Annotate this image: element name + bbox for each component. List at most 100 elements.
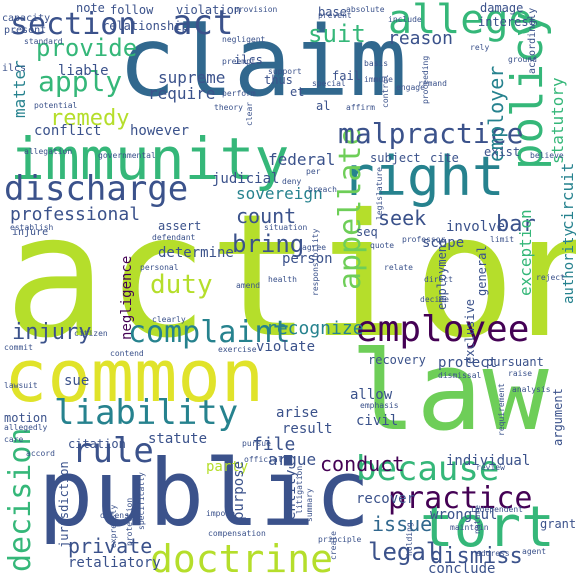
cloud-word: situation: [264, 223, 308, 232]
cloud-word: affirm: [346, 103, 375, 112]
cloud-word: employee: [356, 309, 530, 350]
cloud-word: accord: [26, 449, 55, 458]
cloud-word: suit: [308, 20, 366, 48]
cloud-word: argue: [268, 450, 317, 469]
cloud-word: professor: [402, 235, 446, 244]
cloud-word: citizen: [74, 329, 108, 338]
cloud-word: impose: [206, 509, 235, 518]
cloud-word: interest: [478, 15, 536, 29]
cloud-word: reject: [536, 273, 565, 282]
cloud-word: public: [38, 440, 371, 547]
cloud-word: conclude: [428, 561, 496, 576]
cloud-word: holding: [405, 522, 414, 556]
cloud-word: subject: [370, 151, 421, 165]
cloud-word: agree: [302, 243, 327, 252]
cloud-word: review: [476, 463, 505, 472]
cloud-word: act: [172, 3, 234, 43]
cloud-word: absolute: [346, 5, 385, 14]
cloud-word: lawsuit: [4, 381, 38, 390]
cloud-word: principle: [318, 535, 362, 544]
cloud-word: law: [350, 327, 549, 455]
cloud-word: right: [342, 145, 505, 208]
cloud-word: discharge: [4, 169, 189, 209]
cloud-word: personal: [140, 263, 179, 272]
cloud-word: specifically: [137, 472, 146, 530]
cloud-word: independent: [470, 505, 523, 514]
cloud-word: damage: [480, 1, 524, 15]
cloud-word: negligence: [119, 255, 135, 340]
cloud-word: practice: [388, 481, 533, 516]
cloud-word: present: [4, 25, 47, 36]
cloud-word: injury: [12, 320, 92, 345]
cloud-word: compensation: [208, 529, 266, 538]
cloud-word: rely: [470, 43, 490, 52]
cloud-word: allegedly: [4, 423, 48, 432]
cloud-word: pursuant: [486, 355, 544, 369]
cloud-word: circuit: [558, 162, 576, 230]
cloud-word: remedy: [50, 106, 130, 131]
cloud-word: dismissal: [438, 371, 482, 380]
cloud-word: common: [4, 334, 265, 418]
cloud-word: special: [312, 79, 346, 88]
cloud-word: deny: [282, 177, 302, 186]
cloud-word: allege: [388, 0, 533, 43]
cloud-word: result: [282, 421, 333, 437]
cloud-word: bar: [496, 212, 536, 237]
cloud-word: prevent: [318, 11, 352, 20]
cloud-word: rule: [72, 431, 154, 471]
cloud-word: commit: [4, 343, 33, 352]
cloud-word: recover: [356, 491, 416, 507]
cloud-word: include: [388, 15, 422, 24]
cloud-word: potential: [34, 101, 78, 110]
cloud-word: duty: [150, 270, 213, 300]
cloud-word: believe: [530, 151, 564, 160]
cloud-word: standard: [24, 37, 63, 46]
cloud-word: care: [4, 435, 24, 444]
cloud-word: doctrine: [150, 537, 334, 576]
cloud-word: clear: [245, 101, 254, 126]
cloud-word: relate: [384, 263, 413, 272]
cloud-word: apply: [38, 65, 123, 98]
cloud-word: civil: [356, 413, 399, 429]
cloud-word: provide: [36, 34, 138, 62]
cloud-word: supreme: [158, 68, 226, 87]
cloud-word: defense: [100, 511, 134, 520]
cloud-word: section: [10, 7, 137, 42]
cloud-word: general: [475, 245, 489, 296]
cloud-word: allegation: [24, 147, 73, 156]
cloud-word: defendant: [152, 233, 196, 242]
cloud-word: wrongful: [430, 507, 498, 523]
cloud-word: protection: [125, 497, 134, 546]
cloud-word: requirement: [497, 383, 506, 436]
cloud-word: determine: [158, 245, 234, 261]
cloud-word: involve: [446, 219, 506, 235]
cloud-word: judicial: [212, 171, 280, 187]
cloud-word: however: [130, 123, 190, 139]
cloud-word: immunity: [10, 125, 290, 193]
cloud-word: grant: [540, 517, 576, 531]
cloud-word: governmental: [98, 151, 156, 160]
cloud-word: statute: [148, 431, 208, 447]
cloud-word: address: [476, 549, 510, 558]
cloud-word: limit: [490, 235, 515, 244]
cloud-word: dismiss: [430, 544, 523, 569]
cloud-word: cite: [430, 151, 459, 165]
cloud-word: issue: [372, 512, 433, 536]
cloud-word: allow: [350, 387, 393, 403]
cloud-word: perform: [222, 89, 256, 98]
cloud-word: base: [318, 5, 347, 19]
cloud-word: conflict: [34, 123, 102, 139]
cloud-word: raise: [508, 369, 533, 378]
cloud-word: proceeding: [421, 55, 430, 104]
cloud-word: ilcs: [234, 53, 263, 67]
cloud-word: direct: [424, 275, 453, 284]
cloud-word: per: [306, 167, 321, 176]
cloud-word: agent: [522, 547, 547, 556]
cloud-word: professional: [10, 204, 141, 225]
cloud-word: protect: [438, 355, 498, 371]
cloud-word: clearly: [152, 315, 186, 324]
cloud-word: violate: [256, 339, 316, 355]
cloud-word: al: [316, 99, 331, 113]
cloud-word: claim: [118, 6, 407, 118]
